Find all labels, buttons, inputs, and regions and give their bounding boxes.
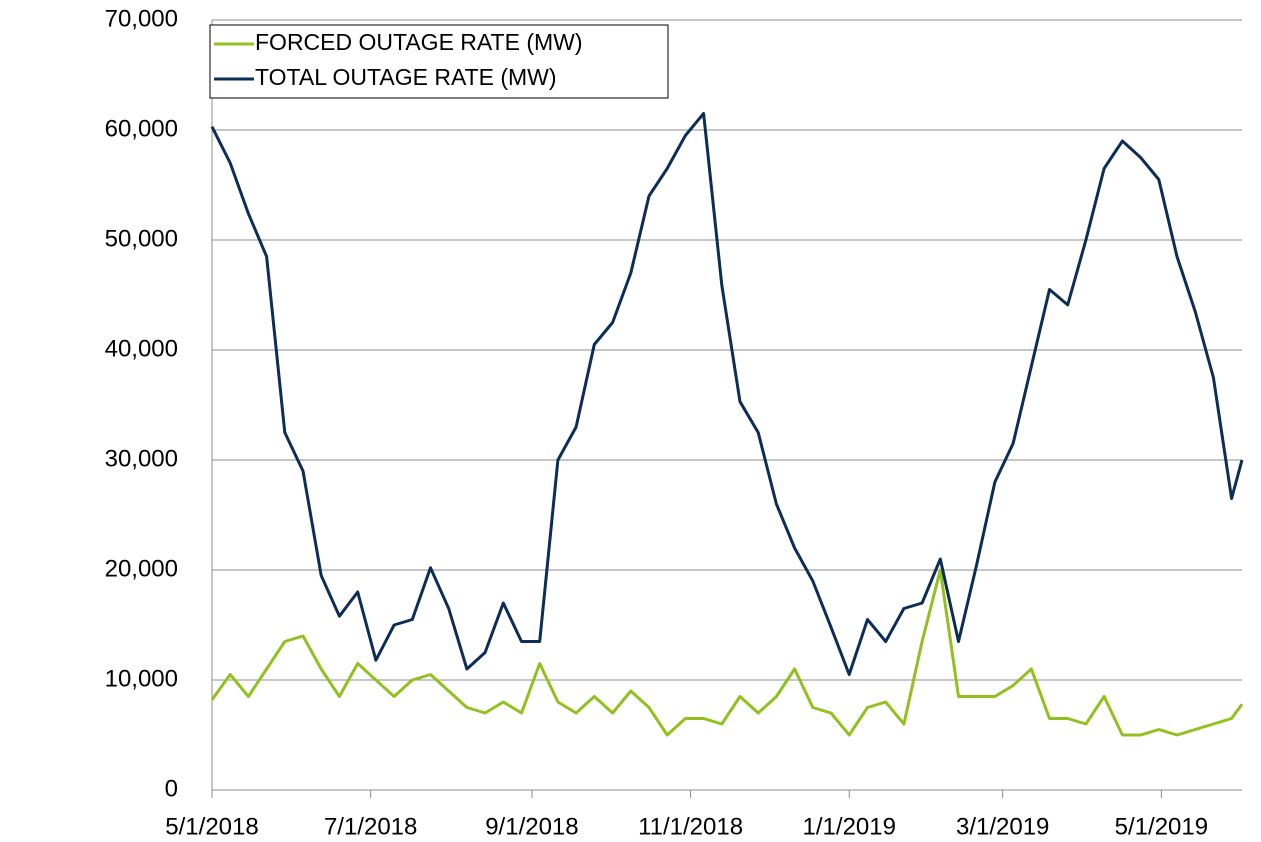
y-tick-label: 10,000 [105, 665, 178, 692]
x-tick-label: 9/1/2018 [485, 813, 578, 840]
y-tick-label: 50,000 [105, 225, 178, 252]
series-line [210, 112, 1244, 676]
legend-box [209, 24, 669, 99]
y-tick-label: 20,000 [105, 555, 178, 582]
legend-label: FORCED OUTAGE RATE (MW) [255, 29, 583, 55]
x-tick-label: 3/1/2019 [956, 813, 1049, 840]
x-tick-label: 1/1/2019 [803, 813, 896, 840]
x-tick-label: 7/1/2018 [324, 813, 417, 840]
y-tick-label: 30,000 [105, 445, 178, 472]
x-tick-label: 11/1/2018 [638, 813, 743, 840]
y-tick-label: 0 [165, 775, 178, 802]
series-line [210, 568, 1244, 737]
y-tick-label: 70,000 [105, 5, 178, 32]
y-tick-label: 60,000 [105, 115, 178, 142]
legend-label: TOTAL OUTAGE RATE (MW) [255, 64, 557, 90]
x-tick-label: 5/1/2019 [1115, 813, 1208, 840]
y-tick-label: 40,000 [105, 335, 178, 362]
x-tick-label: 5/1/2018 [165, 813, 258, 840]
